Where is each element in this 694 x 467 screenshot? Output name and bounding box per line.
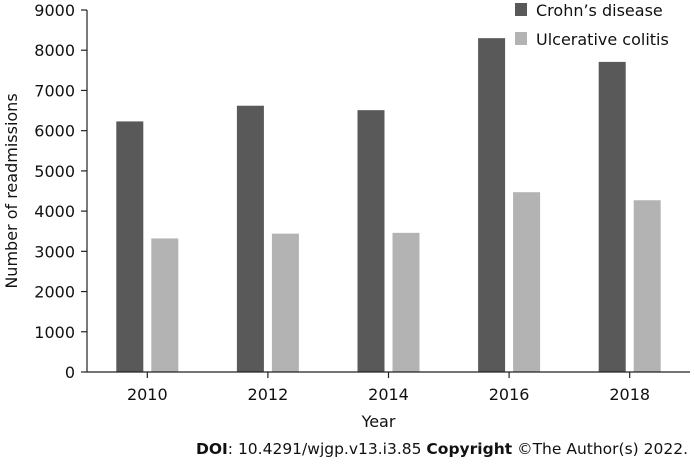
bar-crohns-2018	[598, 61, 626, 373]
bar-ulcerative-colitis-2016	[513, 192, 541, 372]
bar-ulcerative-colitis-2014	[392, 232, 420, 372]
legend-label-ulcerative-colitis: Ulcerative colitis	[536, 30, 669, 49]
x-tick-label-2010: 2010	[127, 385, 168, 404]
x-tick-label-2018: 2018	[609, 385, 650, 404]
doi-value: : 10.4291/wjgp.v13.i3.85	[228, 440, 427, 458]
copyright-label: Copyright	[426, 440, 512, 458]
y-tick-label-3000: 3000	[34, 242, 75, 261]
legend-label-crohns: Crohn’s disease	[536, 1, 663, 20]
y-tick-label-8000: 8000	[34, 41, 75, 60]
y-ticks: 0 1000 2000 3000 4000 5000 6000 7000 8000 9000	[34, 1, 87, 382]
bar-ulcerative-colitis-2010	[151, 238, 179, 372]
bar-crohns-2010	[116, 121, 144, 372]
y-tick-label-7000: 7000	[34, 81, 75, 100]
y-tick-label-4000: 4000	[34, 202, 75, 221]
y-tick-label-1000: 1000	[34, 323, 75, 342]
doi-copyright-credit: DOI: 10.4291/wjgp.v13.i3.85 Copyright ©T…	[196, 440, 688, 458]
y-tick-label-5000: 5000	[34, 162, 75, 181]
x-tick-label-2016: 2016	[489, 385, 530, 404]
y-tick-label-9000: 9000	[34, 1, 75, 20]
bar-crohns-2016	[478, 38, 506, 373]
x-tick-label-2014: 2014	[368, 385, 409, 404]
legend-swatch-ulcerative-colitis	[515, 32, 527, 45]
x-tick-label-2012: 2012	[248, 385, 289, 404]
y-axis-title: Number of readmissions	[2, 93, 21, 288]
bars-layer	[116, 38, 661, 373]
bar-crohns-2012	[236, 105, 264, 373]
doi-label: DOI	[196, 440, 228, 458]
x-ticks: 2010 2012 2014 2016 2018	[127, 372, 650, 404]
copyright-value: ©The Author(s) 2022.	[512, 440, 688, 458]
bar-ulcerative-colitis-2012	[271, 233, 299, 372]
x-axis-title: Year	[361, 412, 396, 431]
y-tick-label-2000: 2000	[34, 283, 75, 302]
y-tick-label-0: 0	[65, 363, 75, 382]
legend-swatch-crohns	[515, 3, 527, 16]
y-tick-label-6000: 6000	[34, 122, 75, 141]
bar-ulcerative-colitis-2018	[633, 200, 661, 372]
legend: Crohn’s disease Ulcerative colitis	[515, 1, 669, 49]
bar-crohns-2014	[357, 110, 385, 373]
